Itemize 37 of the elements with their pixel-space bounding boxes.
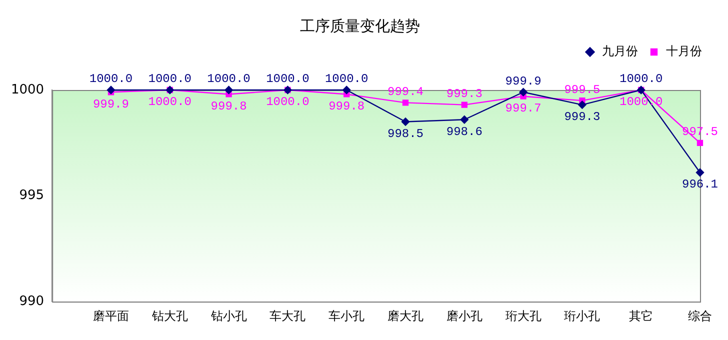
x-tick-label: 钻小孔: [210, 308, 247, 323]
data-label: 998.6: [446, 124, 482, 139]
x-tick-label: 钻大孔: [150, 308, 188, 323]
data-label: 1000.0: [619, 72, 663, 86]
data-label: 1000.0: [324, 72, 368, 86]
x-tick-label: 车大孔: [270, 308, 306, 323]
data-label: 999.3: [446, 86, 482, 101]
x-tick-label: 磨平面: [92, 308, 129, 323]
data-label: 998.5: [387, 126, 424, 141]
legend-label: 九月份: [602, 44, 638, 58]
data-label: 999.7: [505, 102, 542, 116]
data-label: 999.5: [564, 82, 600, 97]
data-label: 999.4: [387, 84, 424, 99]
legend-label: 十月份: [666, 44, 702, 58]
data-label: 1000.0: [266, 72, 310, 86]
x-tick-label: 磨小孔: [446, 308, 482, 323]
data-label: 996.1: [682, 178, 718, 192]
data-label: 999.9: [505, 74, 542, 88]
data-label: 1000.0: [89, 72, 133, 86]
y-tick-label: 1000: [10, 82, 44, 98]
data-label: 1000.0: [266, 95, 310, 110]
x-tick-label: 车小孔: [328, 308, 365, 323]
data-label: 1000.0: [148, 95, 192, 110]
data-label: 1000.0: [148, 72, 192, 86]
data-label: 1000.0: [207, 72, 250, 86]
x-tick-label: 磨大孔: [387, 308, 424, 323]
y-tick-label: 995: [19, 188, 44, 204]
y-tick-label: 990: [19, 294, 44, 309]
x-tick-label: 其它: [629, 308, 654, 323]
data-label: 999.8: [210, 99, 247, 114]
x-tick-label: 珩大孔: [505, 308, 542, 323]
chart-title: 工序质量变化趋势: [300, 16, 420, 35]
data-label: 999.3: [564, 110, 600, 124]
x-tick-label: 综合: [688, 308, 712, 323]
data-label: 999.8: [328, 99, 365, 114]
data-label: 999.9: [92, 97, 129, 112]
x-tick-label: 珩小孔: [564, 308, 600, 323]
